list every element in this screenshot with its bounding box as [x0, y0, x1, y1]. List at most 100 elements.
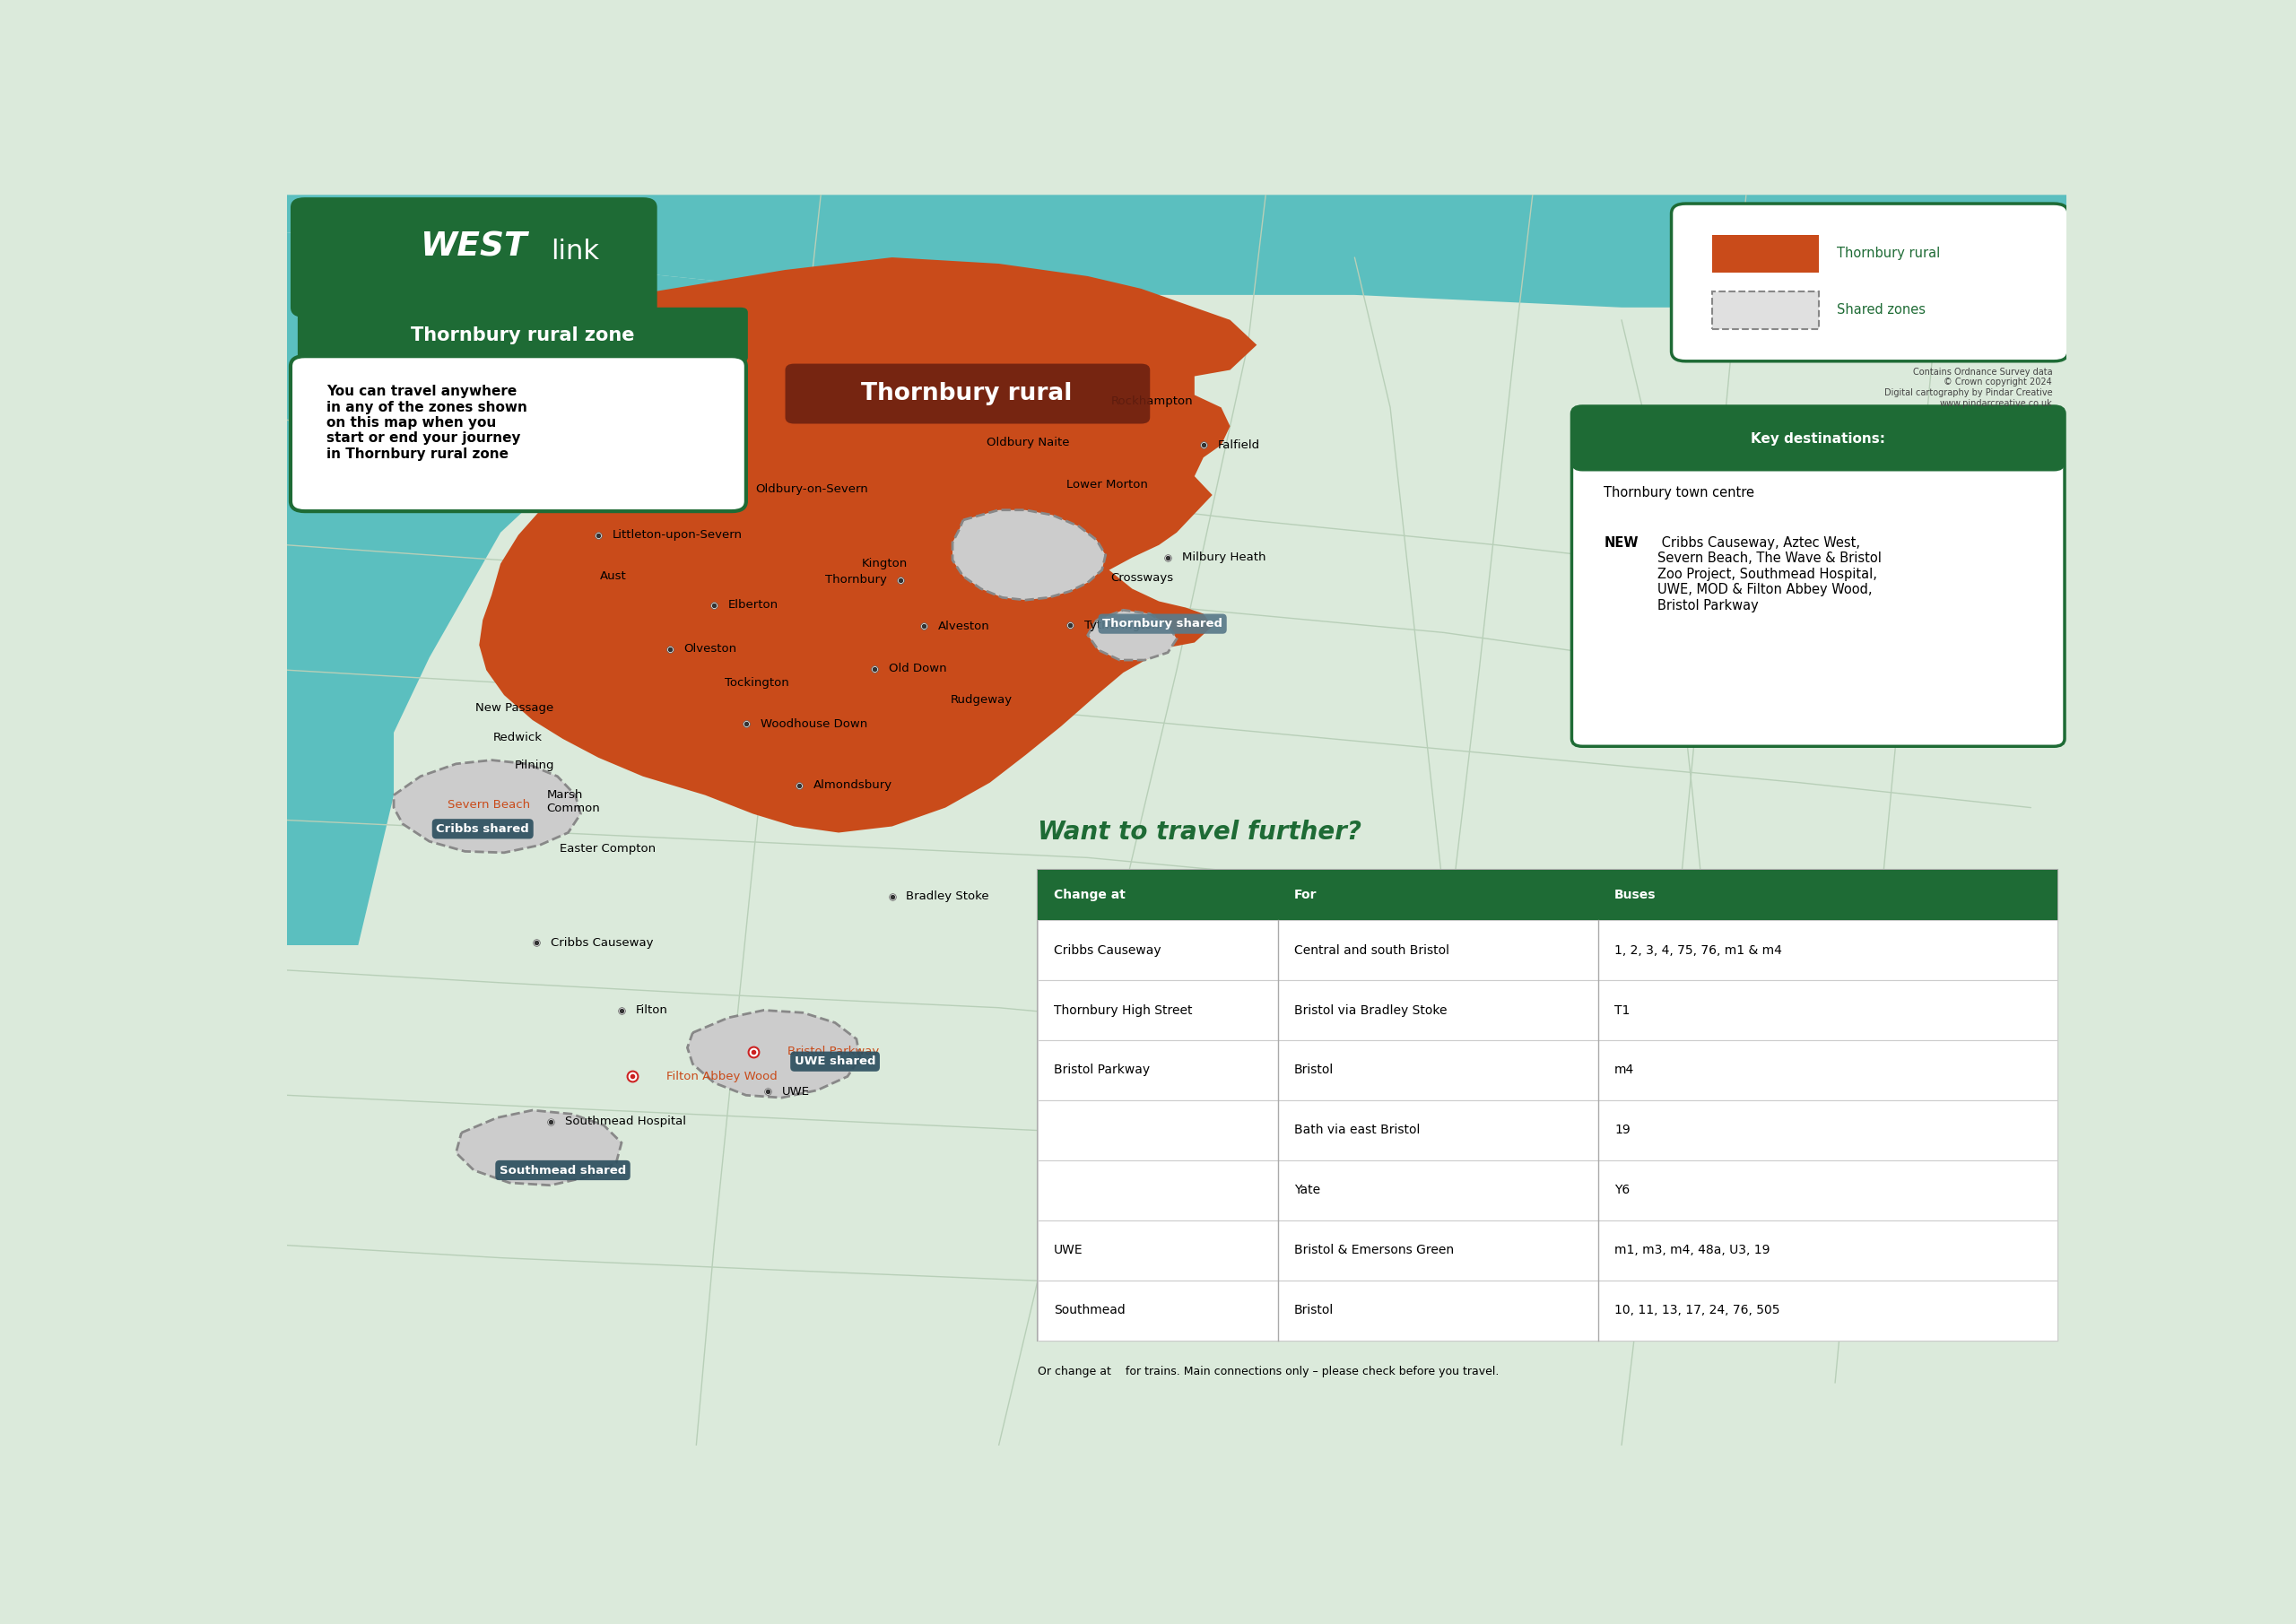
- Text: Cribbs Causeway: Cribbs Causeway: [1054, 944, 1162, 957]
- Text: Buses: Buses: [1614, 888, 1655, 901]
- Text: Bristol Parkway: Bristol Parkway: [1054, 1064, 1150, 1077]
- Text: Alveston: Alveston: [939, 620, 990, 632]
- Text: Shared zones: Shared zones: [1837, 304, 1926, 317]
- Text: Tockington: Tockington: [726, 677, 790, 689]
- Text: link: link: [551, 239, 599, 265]
- Bar: [1038, 870, 2057, 921]
- Text: Southmead shared: Southmead shared: [501, 1164, 627, 1176]
- Text: Or change at    for trains. Main connections only – please check before you trav: Or change at for trains. Main connection…: [1038, 1366, 1499, 1377]
- Text: UWE shared: UWE shared: [794, 1056, 875, 1067]
- Text: Lower Morton: Lower Morton: [1065, 479, 1148, 490]
- Text: Easter Compton: Easter Compton: [560, 843, 654, 854]
- Text: Rudgeway: Rudgeway: [951, 693, 1013, 706]
- Text: Thornbury rural: Thornbury rural: [861, 382, 1072, 406]
- Text: WEST: WEST: [420, 231, 528, 263]
- Text: Bristol: Bristol: [1295, 1304, 1334, 1317]
- Text: Pilning: Pilning: [514, 760, 556, 771]
- Bar: [1038, 1099, 2057, 1160]
- Text: Southmead: Southmead: [1054, 1304, 1125, 1317]
- Text: Thornbury shared: Thornbury shared: [1102, 619, 1221, 630]
- Text: Thornbury rural: Thornbury rural: [1837, 247, 1940, 260]
- Text: Filton Abbey Wood: Filton Abbey Wood: [666, 1070, 776, 1082]
- Text: Severn Beach: Severn Beach: [448, 799, 530, 810]
- Text: Contains Ordnance Survey data
© Crown copyright 2024
Digital cartography by Pind: Contains Ordnance Survey data © Crown co…: [1885, 367, 2053, 408]
- Text: Cribbs Causeway: Cribbs Causeway: [551, 937, 652, 948]
- Bar: [1038, 1160, 2057, 1220]
- Text: Bristol: Bristol: [1295, 1064, 1334, 1077]
- Bar: [1038, 1220, 2057, 1280]
- Bar: [1582, 414, 2055, 464]
- Text: Oldbury-on-Severn: Oldbury-on-Severn: [755, 482, 868, 495]
- Polygon shape: [687, 1010, 861, 1098]
- Text: Thornbury High Street: Thornbury High Street: [1054, 1004, 1192, 1017]
- Text: Kington: Kington: [861, 559, 907, 570]
- Polygon shape: [1088, 611, 1178, 659]
- Text: Falfield: Falfield: [1217, 438, 1261, 451]
- Bar: [1713, 235, 1818, 273]
- Text: 10, 11, 13, 17, 24, 76, 505: 10, 11, 13, 17, 24, 76, 505: [1614, 1304, 1779, 1317]
- Text: Woodhouse Down: Woodhouse Down: [760, 718, 868, 729]
- Polygon shape: [953, 510, 1107, 599]
- Text: T1: T1: [1614, 1004, 1630, 1017]
- Text: Cribbs shared: Cribbs shared: [436, 823, 530, 835]
- Bar: [1038, 981, 2057, 1041]
- FancyBboxPatch shape: [292, 198, 657, 317]
- Text: Marsh
Common: Marsh Common: [546, 789, 599, 814]
- Text: New Passage: New Passage: [475, 702, 553, 713]
- Text: Crossways: Crossways: [1111, 572, 1173, 583]
- Text: Y6: Y6: [1614, 1184, 1630, 1197]
- Text: Filton: Filton: [636, 1004, 668, 1017]
- Polygon shape: [457, 1111, 622, 1186]
- Text: Bristol & Emersons Green: Bristol & Emersons Green: [1295, 1244, 1453, 1257]
- Polygon shape: [287, 195, 2066, 307]
- Bar: [1713, 291, 1818, 328]
- Text: Bradley Stoke: Bradley Stoke: [907, 890, 990, 903]
- Text: Thornbury rural zone: Thornbury rural zone: [411, 326, 634, 344]
- Text: Bath via east Bristol: Bath via east Bristol: [1295, 1124, 1419, 1137]
- Text: For: For: [1295, 888, 1318, 901]
- Text: m1, m3, m4, 48a, U3, 19: m1, m3, m4, 48a, U3, 19: [1614, 1244, 1770, 1257]
- Text: 19: 19: [1614, 1124, 1630, 1137]
- Text: NEW: NEW: [1605, 536, 1639, 549]
- Text: Bristol via Bradley Stoke: Bristol via Bradley Stoke: [1295, 1004, 1446, 1017]
- Text: Littleton-upon-Severn: Littleton-upon-Severn: [613, 529, 742, 541]
- Bar: [1038, 870, 2057, 1340]
- Text: Thornbury: Thornbury: [824, 575, 886, 586]
- Bar: [1038, 921, 2057, 981]
- FancyBboxPatch shape: [1671, 203, 2069, 361]
- FancyBboxPatch shape: [292, 356, 746, 512]
- Polygon shape: [395, 760, 581, 853]
- Text: Yate: Yate: [1295, 1184, 1320, 1197]
- Polygon shape: [287, 232, 822, 945]
- Text: Olveston: Olveston: [684, 643, 737, 654]
- Text: Tytherington: Tytherington: [1084, 619, 1159, 630]
- Polygon shape: [480, 257, 1256, 833]
- Text: Thornbury town centre: Thornbury town centre: [1605, 486, 1754, 500]
- Text: Bristol Parkway: Bristol Parkway: [788, 1046, 879, 1057]
- Text: Cribbs Causeway, Aztec West,
Severn Beach, The Wave & Bristol
Zoo Project, South: Cribbs Causeway, Aztec West, Severn Beac…: [1658, 536, 1880, 612]
- FancyBboxPatch shape: [785, 364, 1150, 424]
- Text: Redwick: Redwick: [494, 732, 542, 744]
- Text: Oldbury Naite: Oldbury Naite: [987, 437, 1070, 448]
- Text: Elberton: Elberton: [728, 599, 778, 611]
- Text: UWE: UWE: [1054, 1244, 1084, 1257]
- Bar: [1038, 1280, 2057, 1340]
- Text: Southmead Hospital: Southmead Hospital: [565, 1116, 687, 1127]
- FancyBboxPatch shape: [1573, 406, 2064, 471]
- FancyBboxPatch shape: [298, 307, 748, 362]
- Text: Aust: Aust: [599, 570, 627, 581]
- Text: Rockhampton: Rockhampton: [1111, 395, 1194, 408]
- Text: Want to travel further?: Want to travel further?: [1038, 820, 1362, 844]
- FancyBboxPatch shape: [1573, 406, 2064, 747]
- Text: UWE: UWE: [781, 1086, 810, 1098]
- Text: Old Down: Old Down: [889, 663, 946, 674]
- Text: Milbury Heath: Milbury Heath: [1182, 552, 1265, 564]
- Bar: [1038, 1041, 2057, 1099]
- Text: You can travel anywhere
in any of the zones shown
on this map when you
start or : You can travel anywhere in any of the zo…: [326, 385, 528, 461]
- Text: Key destinations:: Key destinations:: [1752, 432, 1885, 445]
- Text: m4: m4: [1614, 1064, 1635, 1077]
- Text: Almondsbury: Almondsbury: [813, 780, 893, 791]
- Text: Central and south Bristol: Central and south Bristol: [1295, 944, 1449, 957]
- Text: 1, 2, 3, 4, 75, 76, m1 & m4: 1, 2, 3, 4, 75, 76, m1 & m4: [1614, 944, 1782, 957]
- Text: Change at: Change at: [1054, 888, 1125, 901]
